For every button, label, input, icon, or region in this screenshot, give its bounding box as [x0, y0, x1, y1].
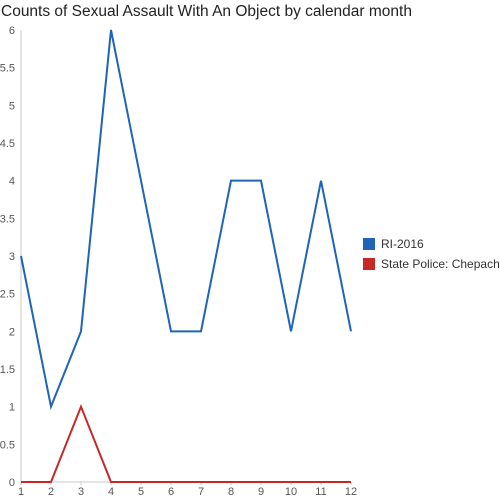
x-tick-label: 5: [138, 486, 144, 498]
y-tick-label: 6: [9, 25, 15, 37]
chart-title: Counts of Sexual Assault With An Object …: [1, 3, 412, 20]
x-tick-label: 10: [285, 486, 297, 498]
x-tick-label: 4: [108, 486, 114, 498]
x-tick-label: 8: [228, 486, 234, 498]
x-tick-label: 6: [168, 486, 174, 498]
series-line-1: [20, 29, 352, 411]
y-tick-label: 3.5: [0, 213, 15, 225]
y-tick-label: 4.5: [0, 138, 15, 150]
series-line-2: [21, 403, 351, 483]
legend-swatch: [363, 238, 375, 250]
legend-label: RI-2016: [381, 237, 424, 251]
x-tick-label: 12: [345, 486, 357, 498]
y-tick-label: 1.5: [0, 364, 15, 376]
y-tick-label: 1: [9, 402, 15, 414]
y-tick-label: 2: [9, 326, 15, 338]
y-tick-label: 0.5: [0, 439, 15, 451]
y-tick-label: 0: [9, 477, 15, 489]
legend-swatch: [363, 258, 375, 270]
y-tick-label: 5: [9, 100, 15, 112]
x-tick-label: 2: [48, 486, 54, 498]
x-tick-label: 3: [78, 486, 84, 498]
y-tick-label: 5.5: [0, 63, 15, 75]
x-tick-label: 7: [198, 486, 204, 498]
y-tick-label: 3: [9, 251, 15, 263]
x-tick-label: 1: [18, 486, 24, 498]
legend-label: State Police: Chepachet: [381, 257, 500, 271]
x-tick-label: 11: [315, 486, 326, 498]
y-tick-label: 4: [9, 176, 15, 188]
x-tick-label: 9: [258, 486, 264, 498]
y-tick-label: 2.5: [0, 289, 15, 301]
